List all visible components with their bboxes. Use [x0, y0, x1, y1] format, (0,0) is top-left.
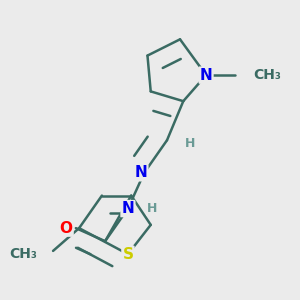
Text: CH₃: CH₃ — [9, 247, 37, 261]
Text: H: H — [184, 137, 195, 150]
Text: N: N — [135, 165, 147, 180]
Text: O: O — [60, 220, 73, 236]
Text: S: S — [122, 247, 134, 262]
Text: N: N — [122, 201, 134, 216]
Text: CH₃: CH₃ — [253, 68, 281, 82]
Text: N: N — [200, 68, 212, 82]
Text: H: H — [147, 202, 158, 215]
